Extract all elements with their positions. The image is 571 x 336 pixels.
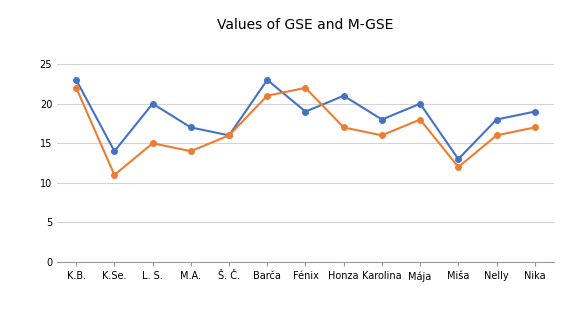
GSE [417, 102, 424, 106]
M-GSE [340, 125, 347, 129]
GSE [532, 110, 538, 114]
GSE [111, 149, 118, 153]
GSE [455, 157, 462, 161]
GSE [226, 133, 232, 137]
GSE [149, 102, 156, 106]
GSE [340, 94, 347, 98]
Line: M-GSE: M-GSE [74, 85, 537, 178]
GSE [493, 118, 500, 122]
M-GSE [226, 133, 232, 137]
M-GSE [149, 141, 156, 145]
GSE [73, 78, 79, 82]
M-GSE [111, 173, 118, 177]
GSE [379, 118, 385, 122]
M-GSE [73, 86, 79, 90]
GSE [187, 125, 194, 129]
M-GSE [302, 86, 309, 90]
M-GSE [264, 94, 271, 98]
Line: GSE: GSE [74, 77, 537, 162]
M-GSE [379, 133, 385, 137]
GSE [302, 110, 309, 114]
M-GSE [417, 118, 424, 122]
M-GSE [187, 149, 194, 153]
M-GSE [532, 125, 538, 129]
M-GSE [493, 133, 500, 137]
Title: Values of GSE and M-GSE: Values of GSE and M-GSE [218, 18, 393, 32]
GSE [264, 78, 271, 82]
M-GSE [455, 165, 462, 169]
